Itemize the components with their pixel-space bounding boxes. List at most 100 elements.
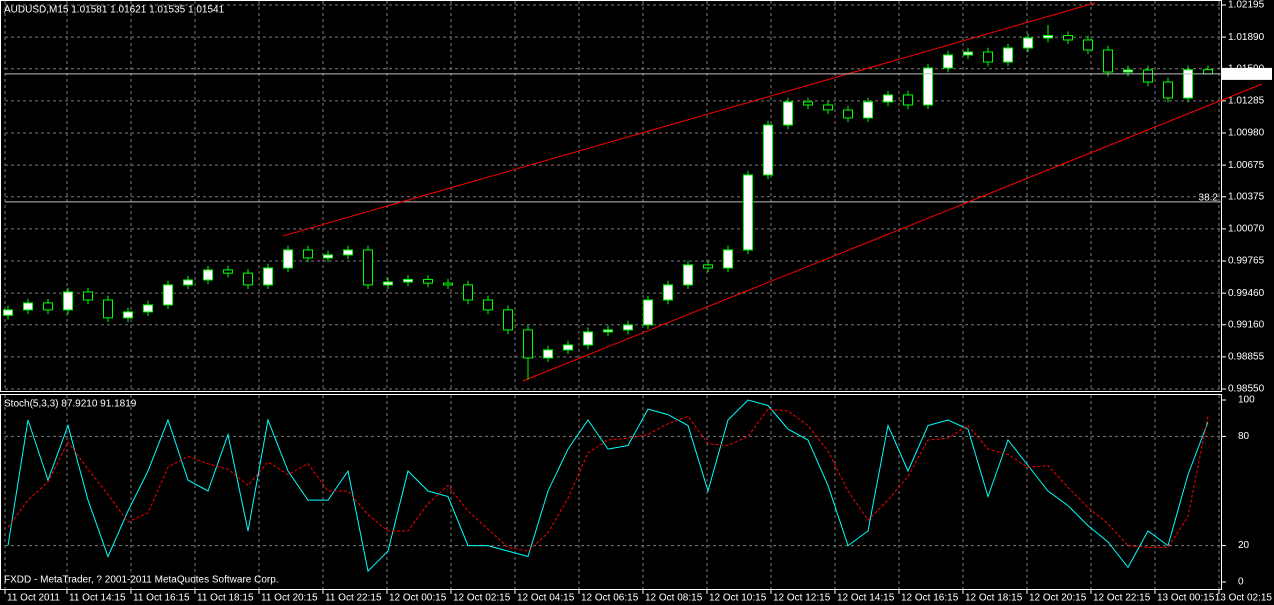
y-tick-label: 1.00675 [1228, 160, 1265, 171]
y-tick-label: 0 [1238, 577, 1244, 588]
candle-body [363, 249, 373, 286]
candle-body [583, 331, 593, 346]
candle-body [443, 282, 453, 286]
candle-body [463, 284, 473, 301]
stoch-panel [0, 394, 1222, 590]
candle-body [983, 51, 993, 63]
candle-body [1003, 47, 1013, 63]
y-tick-label: 1.02195 [1228, 0, 1265, 11]
candle-body [543, 349, 553, 359]
candle-body [643, 299, 653, 326]
candle-body [1143, 69, 1153, 83]
candle-body [723, 249, 733, 269]
candle-body [3, 309, 13, 316]
candle-body [103, 299, 113, 319]
candle-body [563, 344, 573, 351]
candle-body [1163, 81, 1173, 99]
candle-body [343, 249, 353, 256]
candle-body [923, 67, 933, 106]
plot-layer: 1.021951.018901.015901.012851.009801.006… [3, 0, 1273, 604]
candle-body [763, 124, 773, 176]
x-tick-label: 12 Oct 22:15 [1093, 593, 1151, 604]
x-tick-label: 12 Oct 16:15 [901, 593, 959, 604]
candle-body [623, 324, 633, 331]
candle-body [183, 279, 193, 286]
candle-body [1043, 35, 1053, 39]
indicator-line [7, 408, 1209, 552]
x-tick-label: 11 Oct 20:15 [261, 593, 318, 604]
candle-body [883, 94, 893, 103]
candle-body [423, 278, 433, 284]
candle-body [83, 291, 93, 301]
x-tick-label: 12 Oct 10:15 [709, 593, 767, 604]
candle-body [223, 269, 233, 274]
fib-label: 38.2 [1199, 193, 1219, 204]
candle-body [123, 311, 133, 319]
candle-body [143, 304, 153, 313]
candle-body [523, 329, 533, 359]
footer: FXDD - MetaTrader, ? 2001-2011 MetaQuote… [4, 575, 279, 586]
last-price-label: 1.01541 [1226, 69, 1263, 80]
y-tick-label: 1.01890 [1228, 32, 1265, 43]
x-tick-label: 11 Oct 16:15 [133, 593, 190, 604]
y-tick-label: 1.01285 [1228, 96, 1265, 107]
indicator-title: Stoch(5,3,3) 87.9210 91.1819 [4, 399, 137, 410]
x-tick-label: 12 Oct 06:15 [581, 593, 639, 604]
candle-body [783, 101, 793, 126]
candle-body [703, 264, 713, 269]
last-price-box [1222, 67, 1272, 80]
x-tick-label: 11 Oct 18:15 [197, 593, 254, 604]
candle-body [43, 302, 53, 311]
candle-body [283, 249, 293, 269]
candle-body [243, 272, 253, 286]
y-tick-label: 100 [1238, 395, 1255, 406]
x-tick-label: 12 Oct 00:15 [389, 593, 447, 604]
candle-body [1063, 35, 1073, 41]
y-tick-label: 20 [1238, 540, 1250, 551]
candle-body [483, 299, 493, 311]
candle-body [303, 249, 313, 259]
x-tick-label: 13 Oct 02:15 [1215, 593, 1273, 604]
candle-body [23, 302, 33, 311]
y-tick-label: 0.99765 [1228, 256, 1265, 267]
x-tick-label: 12 Oct 18:15 [965, 593, 1023, 604]
candle-body [963, 51, 973, 56]
candle-body [163, 284, 173, 306]
y-tick-label: 80 [1238, 431, 1250, 442]
trend-line [282, 2, 1096, 237]
candle-body [1083, 39, 1093, 51]
candle-body [203, 269, 213, 281]
candle-body [403, 278, 413, 283]
candle-body [1203, 69, 1213, 75]
candle-body [1123, 69, 1133, 73]
candle-body [1103, 49, 1113, 73]
y-tick-label: 0.99160 [1228, 319, 1265, 330]
y-tick-label: 0.98855 [1228, 352, 1265, 363]
candle-body [63, 291, 73, 311]
x-tick-label: 12 Oct 14:15 [837, 593, 895, 604]
indicator-line [7, 399, 1209, 573]
candle-body [943, 54, 953, 69]
candle-body [603, 329, 613, 333]
trend-line [522, 83, 1263, 382]
x-tick-label: 11 Oct 2011 [7, 593, 60, 604]
candle-body [903, 94, 913, 106]
y-tick-label: 0.98550 [1228, 384, 1265, 395]
x-tick-label: 11 Oct 14:15 [69, 593, 126, 604]
candle-body [683, 264, 693, 286]
x-tick-label: 12 Oct 02:15 [453, 593, 511, 604]
x-tick-label: 12 Oct 12:15 [773, 593, 831, 604]
candle-body [1183, 69, 1193, 99]
x-tick-label: 13 Oct 00:15 [1157, 593, 1215, 604]
chart-title: AUDUSD,M15 1.01581 1.01621 1.01535 1.015… [4, 5, 225, 16]
price-panel [0, 0, 1222, 392]
candle-body [843, 109, 853, 119]
x-tick-label: 12 Oct 20:15 [1029, 593, 1087, 604]
y-tick-label: 1.00980 [1228, 128, 1265, 139]
candle-body [803, 101, 813, 106]
candle-body [743, 174, 753, 251]
y-tick-label: 0.99460 [1228, 288, 1265, 299]
candle-body [503, 309, 513, 331]
candle-body [863, 101, 873, 119]
